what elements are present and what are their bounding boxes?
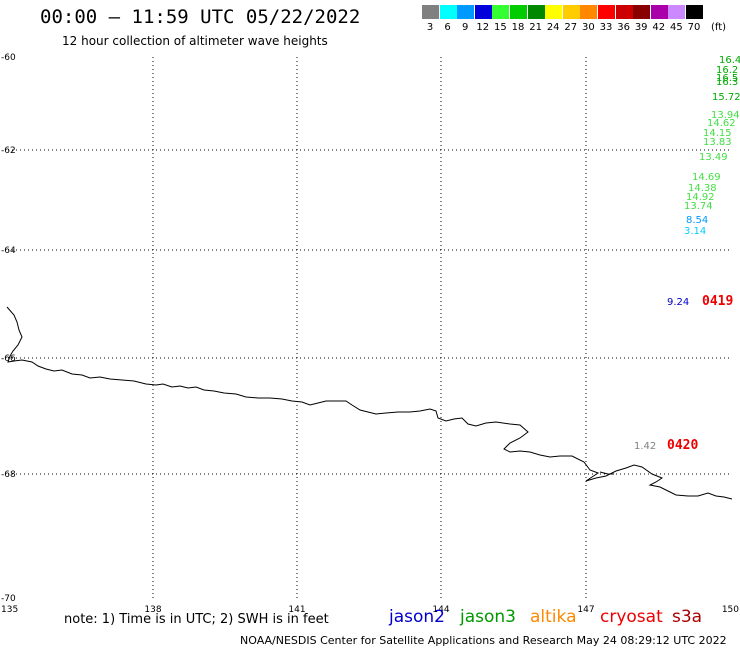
legend-swatch [492, 5, 510, 19]
legend-swatch [580, 5, 598, 19]
wave-height-reading: 15.72 [712, 92, 740, 103]
footer-note: note: 1) Time is in UTC; 2) SWH is in fe… [64, 612, 329, 627]
wave-height-reading: 16.5 [716, 73, 738, 84]
legend-swatch [633, 5, 651, 19]
legend-tick-label: 70 [687, 22, 701, 33]
legend-tick-label: 33 [599, 22, 613, 33]
legend-tick-label: 9 [462, 22, 469, 33]
longitude-label: 144 [432, 605, 449, 615]
legend-unit: (ft) [711, 22, 727, 33]
longitude-label: 150 [722, 605, 739, 615]
wave-height-reading: 13.49 [699, 152, 728, 163]
satellite-name: jason2 [389, 607, 445, 627]
legend-swatch [439, 5, 457, 19]
legend-tick-label: 27 [564, 22, 578, 33]
page-title: 00:00 – 11:59 UTC 05/22/2022 [40, 6, 361, 28]
satellite-name: jason3 [460, 607, 516, 627]
wave-readings: 16.416.216.516.3 15.72 13.9414.6214.1513.8… [634, 55, 740, 453]
legend-swatch [457, 5, 475, 19]
legend-tick-label: 12 [476, 22, 490, 33]
pass-time-label: 0420 [667, 438, 698, 453]
wave-height-reading: 13.74 [684, 201, 713, 212]
legend-swatch [545, 5, 563, 19]
wave-height-reading: 16.3 [716, 77, 738, 88]
legend-swatch [562, 5, 580, 19]
legend-tick-label: 21 [529, 22, 542, 33]
longitude-label: 141 [288, 605, 305, 615]
latitude-label: -62 [1, 146, 16, 156]
longitude-label: 135 [1, 605, 18, 615]
legend-swatch [615, 5, 633, 19]
longitude-label: 138 [144, 605, 161, 615]
satellite-name: s3a [672, 607, 703, 627]
legend-tick-label: 6 [444, 22, 451, 33]
wave-height-reading: 16.4 [719, 55, 740, 66]
wave-height-reading: 9.24 [667, 297, 689, 308]
satellite-name: altika [530, 607, 577, 627]
antarctic-coastline [6, 306, 733, 500]
legend-tick-label: 42 [652, 22, 666, 33]
legend-swatch [510, 5, 527, 19]
footer-credit: NOAA/NESDIS Center for Satellite Applica… [240, 634, 727, 647]
wave-height-reading: 16.2 [716, 65, 738, 76]
wave-height-reading: 1.42 [634, 441, 656, 452]
wave-height-reading: 3.14 [684, 226, 706, 237]
legend-swatch [650, 5, 668, 19]
pass-time-label: 0419 [702, 294, 733, 309]
legend-swatch [422, 5, 439, 19]
legend-swatch [598, 5, 615, 19]
legend-tick-label: 18 [511, 22, 525, 33]
page-subtitle: 12 hour collection of altimeter wave hei… [62, 34, 328, 48]
antarctic-coastline-inlet [599, 471, 614, 475]
wave-height-reading: 13.83 [703, 137, 732, 148]
legend-swatch [686, 5, 703, 19]
latitude-label: -70 [1, 594, 16, 604]
legend-tick-label: 3 [426, 22, 434, 33]
legend-swatch [668, 5, 686, 19]
wave-height-reading: 14.92 [686, 192, 715, 203]
legend-swatch [527, 5, 545, 19]
legend-swatch [474, 5, 492, 19]
wave-height-reading: 8.54 [686, 215, 708, 226]
legend-tick-label: 45 [670, 22, 683, 33]
latitude-label: -68 [1, 470, 16, 480]
map-grid [8, 57, 732, 598]
legend-tick-label: 15 [494, 22, 507, 33]
legend-tick-label: 30 [582, 22, 595, 33]
legend-tick-label: 39 [634, 22, 648, 33]
longitude-label: 147 [577, 605, 594, 615]
satellite-name: cryosat [600, 607, 663, 627]
wave-height-reading: 13.94 [711, 110, 740, 121]
legend-tick-label: 24 [546, 22, 560, 33]
latitude-label: -60 [1, 53, 16, 63]
wave-height-reading: 14.69 [692, 172, 721, 183]
latitude-label: -64 [1, 246, 16, 256]
wave-height-reading: 14.62 [707, 118, 736, 129]
wave-height-reading: 14.38 [688, 183, 717, 194]
wave-height-reading: 14.15 [703, 128, 732, 139]
legend-tick-label: 36 [617, 22, 630, 33]
